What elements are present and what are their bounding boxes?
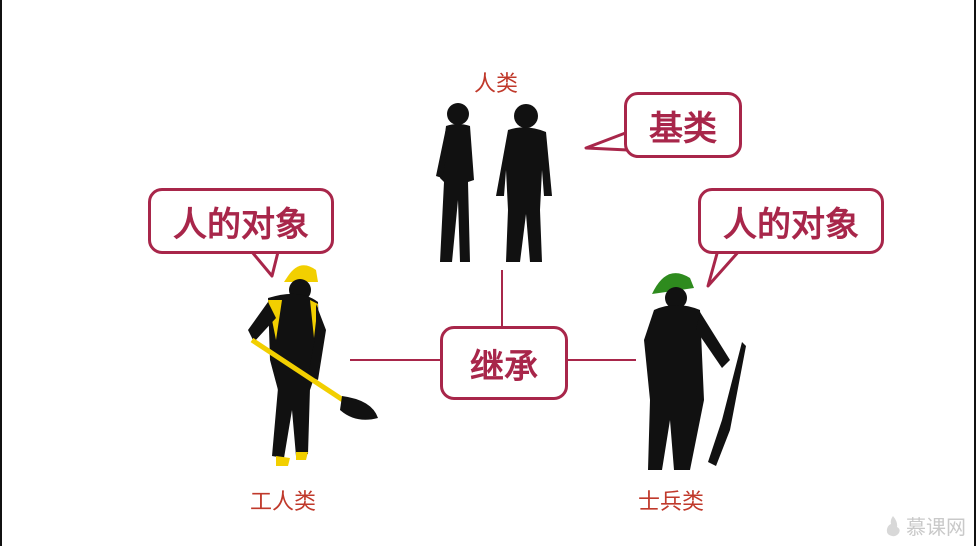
soldier-class-label: 士兵类 xyxy=(638,490,705,515)
soldier-figure xyxy=(644,273,746,470)
base-class-bubble-text: 基类 xyxy=(649,108,717,149)
watermark: 慕课网 xyxy=(884,511,966,540)
base-bubble-tail xyxy=(584,130,630,152)
flame-icon xyxy=(886,515,900,536)
watermark-text: 慕课网 xyxy=(906,515,966,539)
worker-object-bubble: 人的对象 xyxy=(148,188,334,254)
inherit-bubble: 继承 xyxy=(440,326,568,400)
inherit-bubble-text: 继承 xyxy=(470,346,538,387)
worker-figure xyxy=(248,265,378,466)
human-couple-figure xyxy=(436,103,552,262)
worker-object-bubble-text: 人的对象 xyxy=(173,204,309,245)
soldier-object-bubble: 人的对象 xyxy=(698,188,884,254)
soldier-object-bubble-text: 人的对象 xyxy=(723,204,859,245)
soldier-bubble-tail xyxy=(706,248,742,288)
worker-bubble-tail xyxy=(250,250,280,278)
worker-class-label: 工人类 xyxy=(250,490,317,515)
base-class-bubble: 基类 xyxy=(624,92,742,158)
base-class-label: 人类 xyxy=(474,72,519,97)
